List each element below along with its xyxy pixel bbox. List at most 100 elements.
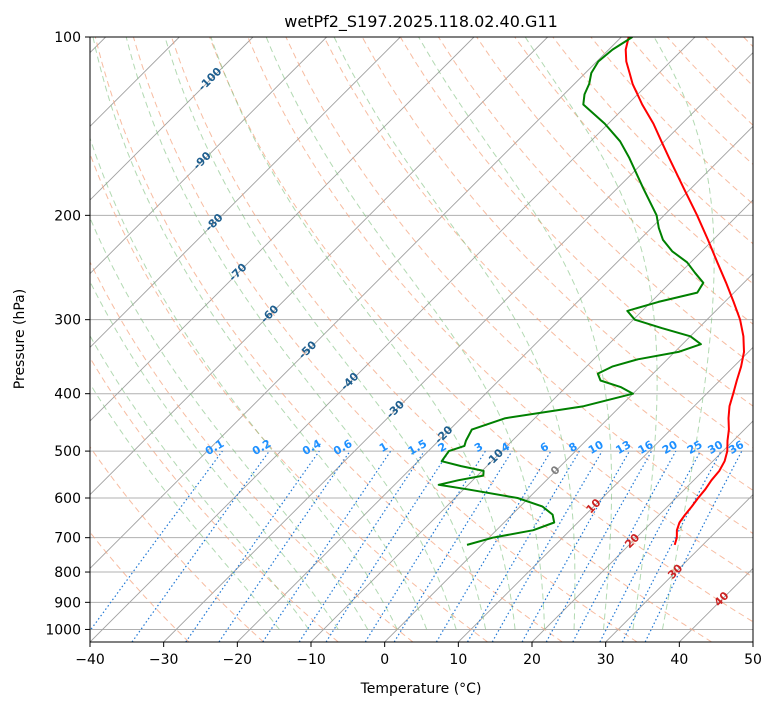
isotherm-line <box>605 494 753 642</box>
mixing-ratio-label: 0.1 <box>203 437 226 458</box>
series-lines <box>437 37 745 546</box>
moist-adiabat-line <box>653 37 715 630</box>
mixing-ratio-line <box>435 450 552 642</box>
dry-adiabat-label: -70 <box>226 261 249 284</box>
moist-adiabat-line <box>90 334 310 630</box>
moist-adiabat-line <box>418 37 613 630</box>
moist-adiabat-line <box>90 136 398 630</box>
mixing-ratio-label: 1.5 <box>406 437 429 458</box>
x-tick-label: 50 <box>744 652 762 668</box>
dry-adiabat-line <box>94 37 563 642</box>
y-axis-ticks: 100 200 300 400 500 600 700 800 900 1000 <box>45 30 90 638</box>
isotherm-line <box>90 37 327 275</box>
isotherm-label: 20 <box>622 531 642 551</box>
mixing-ratio-label: 10 <box>586 438 606 457</box>
dry-adiabat-line <box>209 37 753 623</box>
mixing-ratio-label: 16 <box>636 438 656 457</box>
y-tick-label: 700 <box>54 531 81 547</box>
mixing-ratio-line <box>185 450 320 642</box>
isotherm-line <box>752 641 753 642</box>
dry-adiabat-line <box>743 37 753 48</box>
isotherm-line <box>531 420 753 642</box>
isotherm-line <box>90 37 622 569</box>
y-tick-label: 600 <box>54 491 81 507</box>
dry-adiabat-line <box>285 37 753 535</box>
mixing-ratio-label: 20 <box>660 438 680 457</box>
isotherm-line <box>384 273 753 642</box>
isotherm-label: 10 <box>584 496 604 516</box>
mixing-ratio-line <box>572 450 677 642</box>
mixing-ratio-label: 30 <box>705 438 725 457</box>
mixing-ratio-line <box>262 450 392 642</box>
dry-adiabat-line <box>437 37 753 366</box>
y-tick-label: 900 <box>54 595 81 611</box>
plot-frame <box>89 36 754 643</box>
mixing-ratio-line <box>545 450 653 642</box>
dry-adiabat-line <box>552 37 753 245</box>
x-axis-ticks: −40 −30 −20 −10 0 10 20 30 40 50 <box>75 642 762 668</box>
dry-adiabat-line <box>171 37 712 642</box>
moist-adiabat-line <box>90 382 280 630</box>
moist-adiabat-line <box>90 216 369 630</box>
moist-adiabat-line <box>125 37 457 630</box>
x-axis-label: Temperature (°C) <box>360 681 482 697</box>
mixing-ratio-line <box>364 450 486 642</box>
dry-adiabat-line <box>666 37 753 126</box>
dry-adiabat-line <box>90 446 264 642</box>
y-tick-label: 200 <box>54 208 81 224</box>
y-tick-label: 100 <box>54 30 81 46</box>
moist-adiabat-line <box>90 280 339 630</box>
x-tick-label: −30 <box>149 652 179 668</box>
dry-adiabat-label: -50 <box>296 338 319 361</box>
dry-adiabat-line <box>323 37 753 491</box>
dry-adiabat-line <box>590 37 753 205</box>
isotherm-line <box>90 37 401 348</box>
isotherm-line <box>90 37 696 642</box>
mixing-ratio-line <box>325 450 450 642</box>
isotherm-line <box>458 346 753 642</box>
mixing-ratio-label: 36 <box>726 438 746 457</box>
moist-adiabat-line <box>265 37 546 630</box>
x-tick-label: 0 <box>380 652 389 668</box>
mixing-ratio-line <box>644 450 743 642</box>
dry-adiabat-label: -40 <box>338 370 361 393</box>
x-tick-label: 30 <box>597 652 615 668</box>
x-tick-label: 40 <box>670 652 688 668</box>
mixing-ratio-line <box>599 450 702 642</box>
mixing-ratio-line <box>131 450 270 642</box>
x-tick-label: 10 <box>449 652 467 668</box>
mixing-ratio-label: 0.4 <box>300 437 324 458</box>
dry-adiabat-line <box>476 37 753 325</box>
mixing-ratio-label: 0.2 <box>250 437 273 458</box>
y-tick-label: 400 <box>54 387 81 403</box>
dry-adiabat-line <box>514 37 753 285</box>
isotherm-label: 30 <box>665 561 685 581</box>
dry-adiabat-line <box>132 37 638 642</box>
y-tick-label: 800 <box>54 565 81 581</box>
isotherm-line <box>163 52 753 642</box>
dry-adiabat-label: -90 <box>191 149 214 172</box>
dewpoint-profile-line <box>437 37 705 546</box>
mixing-ratio-label: 1 <box>377 440 390 455</box>
mixing-ratio-line <box>521 450 631 642</box>
y-tick-label: 500 <box>54 444 81 460</box>
dry-adiabat-label: -100 <box>196 65 225 94</box>
mixing-ratio-line <box>393 450 513 642</box>
dry-adiabat-label: 0 <box>548 463 563 478</box>
chart-title: wetPf2_S197.2025.118.02.40.G11 <box>284 12 558 32</box>
moist-adiabat-line <box>333 37 576 630</box>
mixing-ratio-line <box>218 450 351 642</box>
isotherm-label: 40 <box>712 589 732 609</box>
x-tick-label: 20 <box>523 652 541 668</box>
y-tick-label: 300 <box>54 313 81 329</box>
isotherm-line <box>90 37 475 422</box>
mixing-ratio-label: 13 <box>613 438 633 457</box>
background-lines <box>90 37 753 642</box>
y-tick-label: 1000 <box>45 622 81 638</box>
isotherm-line <box>237 125 753 642</box>
dry-adiabat-line <box>90 531 190 642</box>
isotherm-line <box>90 37 548 496</box>
temperature-profile-line <box>624 37 745 546</box>
isotherm-line <box>90 37 254 201</box>
